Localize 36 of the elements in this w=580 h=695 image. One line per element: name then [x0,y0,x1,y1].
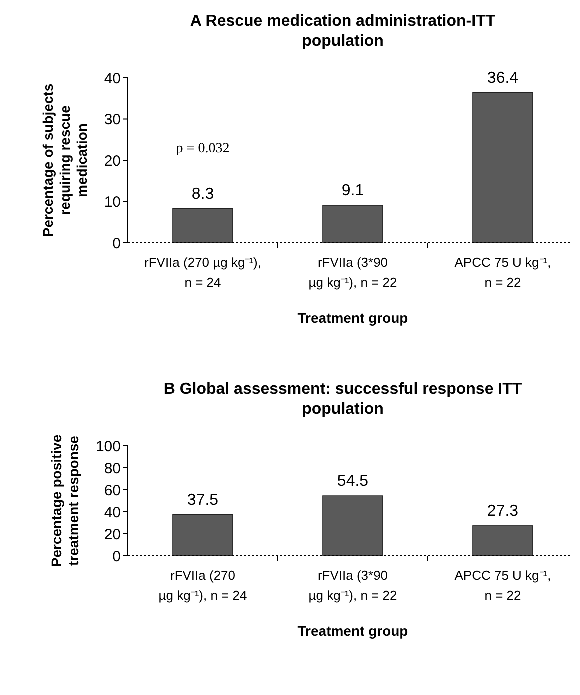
y-tick-label: 60 [104,482,121,500]
bar [322,496,384,556]
x-tick-label: APCC 75 U kg⁻¹, n = 22 [454,568,552,603]
y-tick-label: 100 [96,438,121,456]
x-tick-label: rFVIIa (270 µg kg⁻¹), n = 24 [144,255,262,290]
x-tick-label: rFVIIa (270 µg kg⁻¹), n = 24 [158,568,248,603]
y-tick-label: 40 [104,504,121,522]
chart-title: A Rescue medication administration-ITT population [190,13,496,50]
data-label: 9.1 [342,182,364,200]
y-tick-label: 20 [104,152,121,170]
y-axis-title: Percentage of subjects requiring rescue medication [40,84,90,238]
bar [172,514,234,556]
bar [322,205,384,244]
data-label: 54.5 [337,473,369,490]
x-tick-label: rFVIIa (3*90 µg kg⁻¹), n = 22 [308,568,398,603]
y-tick-label: 80 [104,460,121,478]
y-tick-label: 10 [104,194,121,211]
x-tick-label: rFVIIa (3*90 µg kg⁻¹), n = 22 [308,255,398,290]
chart-title: B Global assessment: successful response ITT population [164,381,522,418]
bar [172,208,234,244]
y-tick-label: 20 [104,526,121,544]
x-axis-title: Treatment group [298,310,408,326]
bar [472,92,534,244]
x-axis-title: Treatment group [298,623,408,639]
x-tick-label: APCC 75 U kg⁻¹, n = 22 [454,255,552,290]
y-tick-label: 30 [104,112,121,128]
data-label: 36.4 [487,70,519,87]
y-axis-title: Percentage positive treatment response [48,434,82,568]
y-tick-label: 40 [104,70,121,88]
data-label: 37.5 [187,492,219,509]
y-tick-label: 0 [112,235,121,252]
y-tick-label: 0 [112,548,121,566]
data-label: 27.3 [487,502,519,520]
annotation: p = 0.032 [176,141,230,156]
bar [472,526,534,556]
data-label: 8.3 [192,186,214,203]
